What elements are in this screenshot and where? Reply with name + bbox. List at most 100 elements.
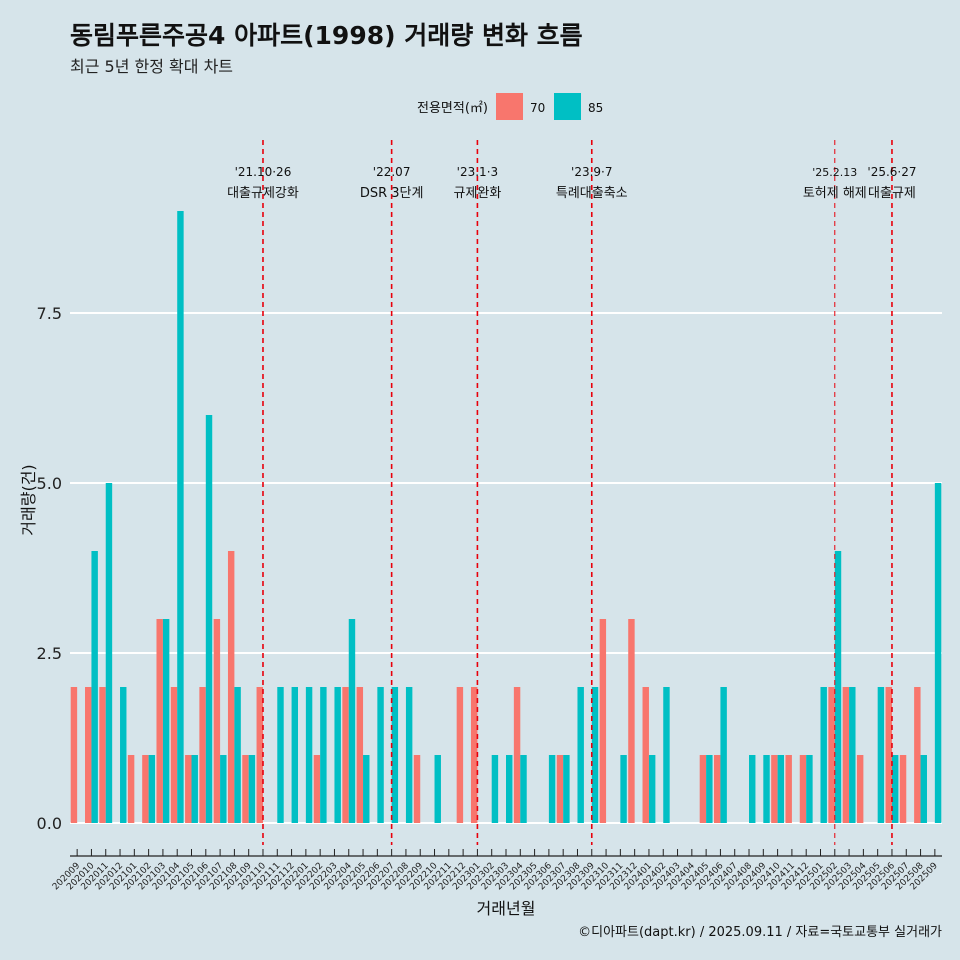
bar-70-202506 [885,687,892,823]
bar-70-202301 [470,687,478,823]
event-date-2: '23.1·3 [457,165,498,179]
y-tick-label-1: 2.5 [37,644,62,663]
bar-85-202204 [348,619,356,823]
bar-70-202205 [356,687,364,823]
event-date-3: '23.9·7 [571,165,612,179]
event-label-1: DSR 3단계 [360,186,424,201]
bar-70-202410 [771,755,778,823]
bar-85-202501 [820,687,827,823]
legend-swatch-70 [496,93,523,120]
bar-85-202409 [763,755,770,823]
bar-70-202101 [127,755,135,823]
bar-85-202408 [749,755,756,823]
event-markers: '21.10·26 대출규제강화 '22.07 DSR 3단계 '23.1·3 규제완화 '… [227,140,917,845]
bar-85-202410 [777,755,785,823]
bar-85-202509 [934,483,942,823]
bar-85-202104 [177,211,184,823]
bar-85-202107 [220,755,227,823]
bar-70-202204 [342,687,349,823]
event-label-2: 규제완화 [453,186,501,201]
bar-70-202307 [556,755,564,823]
bar-70-202106 [199,687,206,823]
bar-85-202210 [434,755,441,823]
bar-70-202107 [213,619,221,823]
bar-85-202304 [520,755,527,823]
bar-70-202209 [413,755,421,823]
bar-70-202009 [70,687,78,823]
bar-85-202207 [391,687,399,823]
bar-85-202206 [377,687,384,823]
event-date-0: '21.10·26 [235,165,292,179]
bars [70,211,942,823]
bar-85-202402 [663,687,670,823]
bar-85-202012 [120,687,127,823]
event-label-5: 대출규제 [868,186,916,201]
bar-70-202504 [856,755,864,823]
legend-label-70: 70 [530,101,545,115]
legend-swatch-85 [554,93,581,120]
bar-70-202412 [799,755,807,823]
bar-70-202401 [642,687,649,823]
bar-70-202102 [142,755,149,823]
y-tick-label-3: 7.5 [37,304,62,323]
bar-85-202503 [849,687,856,823]
bar-70-202103 [156,619,163,823]
legend-title: 전용면적(㎡) [417,101,488,116]
axes: 0.02.55.07.52020092020102020112020122021… [19,304,942,918]
bar-85-202011 [105,483,113,823]
event-label-0: 대출규제강화 [227,186,299,201]
bar-85-202401 [648,755,656,823]
bar-70-202110 [256,687,263,823]
x-axis-title: 거래년월 [477,899,536,918]
bar-85-202205 [363,755,370,823]
bar-85-202311 [620,755,627,823]
y-tick-label-2: 5.0 [37,474,62,493]
bar-85-202106 [205,415,213,823]
bar-85-202506 [891,755,899,823]
bar-70-202212 [456,687,464,823]
event-label-3: 특례대출축소 [556,186,628,201]
bar-70-202010 [85,687,92,823]
bar-70-202503 [842,687,850,823]
bar-85-202405 [706,755,713,823]
legend-label-85: 85 [588,101,603,115]
bar-85-202102 [148,755,156,823]
bar-85-202412 [806,755,813,823]
bar-85-202505 [877,687,885,823]
bar-85-202202 [320,687,327,823]
bar-70-202011 [99,687,106,823]
chart-title: 동림푸른주공4 아파트(1998) 거래량 변화 흐름 [70,21,583,50]
bar-70-202108 [227,551,235,823]
bar-85-202109 [248,755,256,823]
bar-70-202105 [185,755,192,823]
bar-70-202109 [242,755,249,823]
bar-70-202202 [313,755,321,823]
bar-85-202112 [291,687,299,823]
event-date-1: '22.07 [373,165,411,179]
bar-85-202203 [334,687,341,823]
bar-85-202508 [920,755,927,823]
bar-70-202406 [713,755,721,823]
bar-85-202502 [834,551,842,823]
bar-85-202306 [548,755,556,823]
bar-85-202010 [91,551,98,823]
y-tick-label-0: 0.0 [37,814,62,833]
bar-70-202411 [785,755,792,823]
bar-85-202208 [405,687,413,823]
bar-85-202303 [506,755,513,823]
bar-85-202308 [577,687,584,823]
event-date-4: '25.2.13 [812,166,857,179]
bar-85-202406 [720,687,727,823]
legend: 전용면적(㎡) 70 85 [417,93,603,120]
event-label-4: 토허제 해제 [803,186,867,201]
event-date-5: '25.6·27 [867,165,916,179]
bar-70-202502 [828,687,835,823]
bar-70-202104 [170,687,178,823]
bar-70-202312 [628,619,635,823]
bar-70-202310 [599,619,607,823]
bar-85-202309 [591,687,599,823]
bar-70-202405 [699,755,707,823]
bar-85-202103 [162,619,170,823]
bar-70-202508 [914,687,921,823]
